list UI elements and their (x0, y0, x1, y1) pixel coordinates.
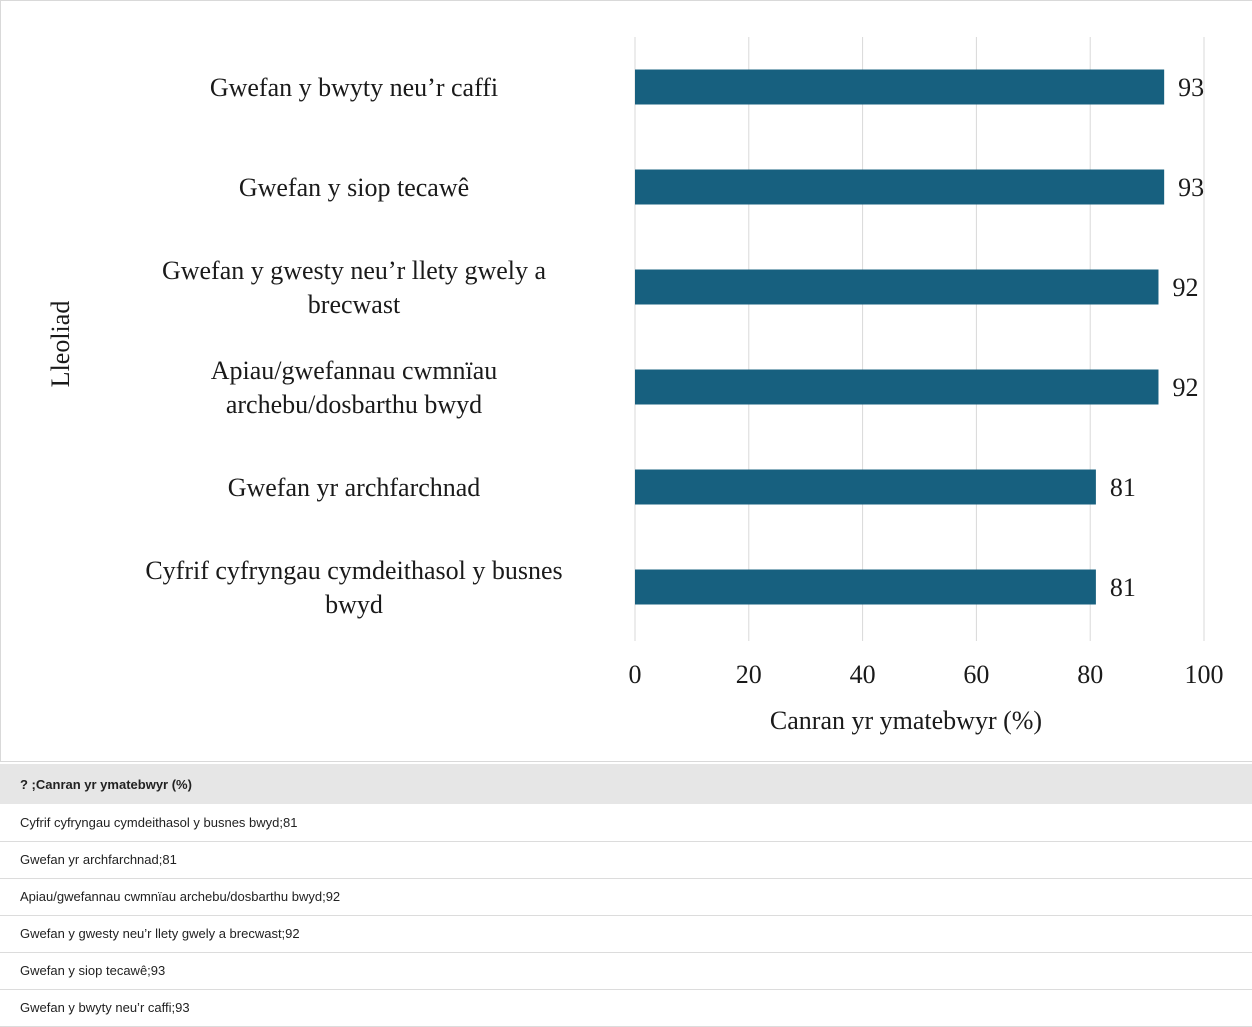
table-header: ? ;Canran yr ymatebwyr (%) (0, 764, 1252, 804)
x-axis-label: Canran yr ymatebwyr (%) (770, 706, 1042, 735)
table-cell: Apiau/gwefannau cwmnïau archebu/dosbarth… (0, 878, 1252, 916)
bar (635, 269, 1159, 305)
table-row: Gwefan y gwesty neu’r llety gwely a brec… (0, 915, 1252, 953)
table-cell: Gwefan y siop tecawê;93 (0, 952, 1252, 990)
table-row: Gwefan y bwyty neu’r caffi;93 (0, 989, 1252, 1027)
x-tick-label: 100 (1185, 660, 1224, 689)
table-row: Gwefan y siop tecawê;93 (0, 952, 1252, 990)
data-label: 93 (1178, 73, 1204, 102)
category-label: Gwefan y siop tecawê (239, 173, 469, 202)
category-label: Apiau/gwefannau cwmnïau archebu/dosbarthu… (211, 356, 498, 419)
data-label: 81 (1110, 473, 1136, 502)
category-label-line: Gwefan y gwesty neu’r llety gwely a (162, 256, 547, 285)
table-cell: Gwefan yr archfarchnad;81 (0, 841, 1252, 879)
x-tick-label: 40 (850, 660, 876, 689)
x-tick-label: 20 (736, 660, 762, 689)
category-label-line: Apiau/gwefannau cwmnïau (211, 356, 498, 385)
chart-panel: 93 93 92 92 81 81 Gwefan y bwyty neu’r caffi G… (0, 0, 1252, 762)
category-label-line: Gwefan yr archfarchnad (228, 473, 481, 502)
category-label-line: Gwefan y bwyty neu’r caffi (210, 73, 498, 102)
data-label: 92 (1172, 373, 1198, 402)
bar (635, 69, 1165, 105)
category-labels: Gwefan y bwyty neu’r caffi Gwefan y siop … (145, 73, 562, 619)
x-tick-label: 0 (629, 660, 642, 689)
table-row: Cyfrif cyfryngau cymdeithasol y busnes b… (0, 804, 1252, 842)
table-body: Cyfrif cyfryngau cymdeithasol y busnes b… (0, 804, 1252, 1027)
table-header-row: ? ;Canran yr ymatebwyr (%) (0, 764, 1252, 804)
bar (635, 569, 1096, 605)
bar (635, 169, 1165, 205)
grid-lines (634, 37, 1205, 641)
category-label: Gwefan y bwyty neu’r caffi (210, 73, 498, 102)
data-label: 81 (1110, 573, 1136, 602)
table-cell: Gwefan y gwesty neu’r llety gwely a brec… (0, 915, 1252, 953)
table-row: Gwefan yr archfarchnad;81 (0, 841, 1252, 879)
category-label-line: archebu/dosbarthu bwyd (226, 390, 482, 419)
category-label: Gwefan y gwesty neu’r llety gwely a brecw… (162, 256, 547, 319)
x-tick-label: 80 (1077, 660, 1103, 689)
data-table: ? ;Canran yr ymatebwyr (%) Cyfrif cyfryn… (0, 764, 1252, 1027)
data-label: 92 (1172, 273, 1198, 302)
table-row: Apiau/gwefannau cwmnïau archebu/dosbarth… (0, 878, 1252, 916)
x-tick-label: 60 (963, 660, 989, 689)
category-label-line: bwyd (325, 590, 383, 619)
category-label-line: Cyfrif cyfryngau cymdeithasol y busnes (145, 556, 562, 585)
category-label: Gwefan yr archfarchnad (228, 473, 481, 502)
table-cell: Gwefan y bwyty neu’r caffi;93 (0, 989, 1252, 1027)
data-label: 93 (1178, 173, 1204, 202)
table-cell: Cyfrif cyfryngau cymdeithasol y busnes b… (0, 804, 1252, 842)
category-label-line: brecwast (308, 290, 401, 319)
bar (635, 369, 1159, 405)
category-label: Cyfrif cyfryngau cymdeithasol y busnes bw… (145, 556, 562, 619)
x-tick-labels: 0 20 40 60 80 100 (629, 660, 1224, 689)
category-label-line: Gwefan y siop tecawê (239, 173, 469, 202)
bars: 93 93 92 92 81 81 (635, 69, 1204, 605)
y-axis-label: Lleoliad (46, 301, 75, 388)
bar (635, 469, 1096, 505)
